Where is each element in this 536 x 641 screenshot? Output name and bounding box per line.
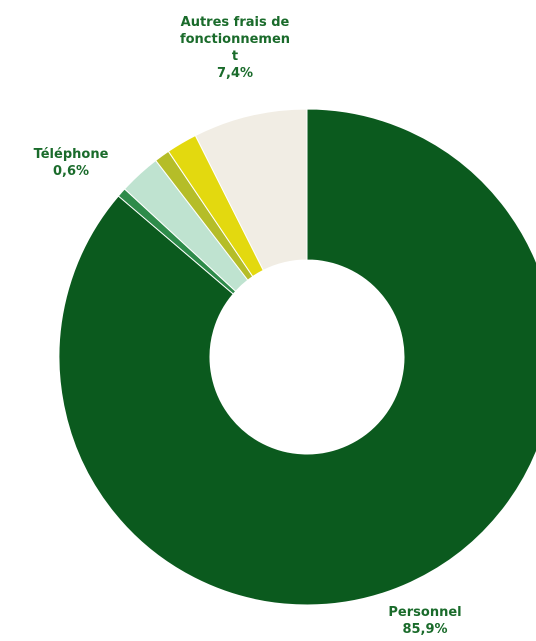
label-autres-frais-line-2: fonctionnemen: [179, 32, 291, 47]
donut-slice-0: [58, 108, 536, 606]
label-personnel-value: 85,9%: [402, 622, 448, 637]
label-telephone-value: 0,6%: [52, 164, 90, 179]
donut-slice-5: [194, 108, 308, 272]
label-autres-frais-line-1: Autres frais de: [180, 15, 290, 30]
label-personnel: Personnel 85,9%: [355, 604, 495, 638]
label-personnel-name: Personnel: [388, 605, 462, 620]
label-autres-frais: Autres frais de fonctionnemen t 7,4%: [145, 14, 325, 82]
label-autres-frais-line-3: t: [231, 49, 239, 64]
label-telephone-name: Téléphone: [33, 147, 109, 162]
label-autres-frais-value: 7,4%: [216, 66, 254, 81]
label-telephone: Téléphone 0,6%: [18, 146, 124, 180]
